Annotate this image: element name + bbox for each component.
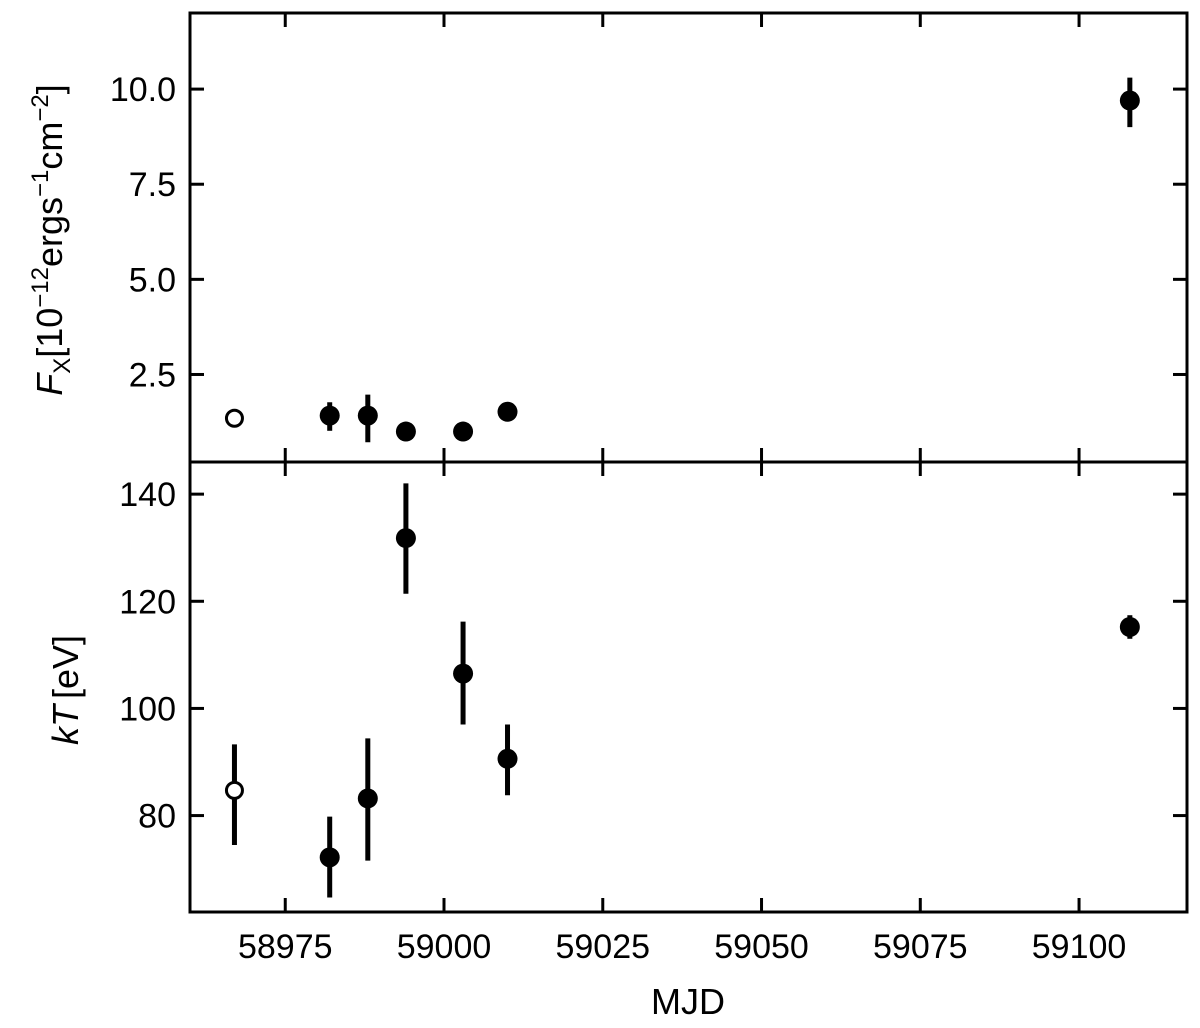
flux-y-label-unit-mid: ergs [29, 197, 70, 267]
flux-y-label-symbol: F [29, 372, 70, 396]
temperature-y-label-unit: [eV] [45, 635, 86, 699]
x-tick-label: 59075 [873, 928, 968, 966]
flux-data-point [453, 421, 474, 442]
temperature-panel-frame [188, 460, 1189, 914]
flux-y-label-unit-prefix: [10 [29, 308, 70, 358]
x-tick-label: 58975 [238, 928, 333, 966]
temperature-panel: 80 100 120 140 58975 59000 59025 59050 59075 591… [45, 460, 1189, 1022]
temperature-y-ticks: 80 100 120 140 [119, 476, 1187, 836]
flux-y-ticks: 2.5 5.0 7.5 10.0 [110, 71, 1187, 394]
flux-y-tick-label: 5.0 [129, 261, 176, 299]
flux-data-point [319, 405, 340, 426]
flux-data-point [224, 408, 244, 428]
temperature-y-label-symbol: kT [45, 702, 86, 745]
temperature-data-point [319, 847, 340, 868]
flux-y-label-unit-suffix: ] [29, 84, 70, 94]
flux-y-label-exp3: −2 [27, 94, 54, 121]
temperature-y-axis-label: kT[eV] [45, 635, 86, 745]
flux-y-axis-label: FX[10−12ergs−1cm−2] [27, 84, 76, 396]
flux-data-point [357, 405, 378, 426]
flux-panel-frame [188, 11, 1189, 464]
temperature-data-point [453, 663, 474, 684]
flux-y-tick-label: 2.5 [129, 356, 176, 394]
x-tick-label: 59000 [397, 928, 492, 966]
flux-y-label-unit-cm: cm [29, 122, 70, 170]
temperature-data-point [395, 528, 416, 549]
flux-y-label-subscript: X [49, 358, 76, 374]
temperature-x-ticks: 58975 59000 59025 59050 59075 59100 [238, 462, 1126, 966]
temperature-data-point [357, 788, 378, 809]
flux-data-point [497, 401, 518, 422]
temperature-data-point [224, 780, 244, 800]
temperature-data-point [497, 748, 518, 769]
temperature-y-tick-label: 120 [119, 583, 176, 621]
flux-y-tick-label: 10.0 [110, 71, 176, 109]
flux-y-label-exp2: −1 [27, 170, 54, 197]
temperature-data-point [1119, 617, 1140, 637]
flux-data-point [1119, 90, 1140, 111]
temperature-y-tick-label: 100 [119, 690, 176, 728]
flux-data-points [224, 77, 1140, 443]
flux-y-tick-label: 7.5 [129, 166, 176, 204]
temperature-data-points [224, 483, 1140, 898]
flux-data-point [395, 421, 416, 442]
temperature-y-tick-label: 140 [119, 476, 176, 514]
x-tick-label: 59050 [714, 928, 809, 966]
flux-panel: 2.5 5.0 7.5 10.0 FX[10−12ergs−1cm−2] [27, 11, 1189, 464]
x-axis-label: MJD [651, 981, 725, 1022]
temperature-y-tick-label: 80 [138, 798, 176, 836]
x-tick-label: 59100 [1032, 928, 1127, 966]
flux-y-label-exp1: −12 [27, 267, 54, 308]
flux-x-ticks [283, 13, 1081, 462]
x-tick-label: 59025 [555, 928, 650, 966]
